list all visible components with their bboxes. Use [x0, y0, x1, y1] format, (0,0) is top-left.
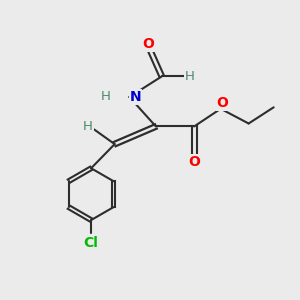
Text: H: H [83, 120, 93, 133]
Text: H: H [101, 91, 111, 103]
Text: H: H [185, 70, 195, 83]
Text: O: O [188, 155, 200, 169]
Text: O: O [216, 97, 228, 110]
Text: O: O [142, 37, 154, 51]
Text: Cl: Cl [84, 236, 98, 250]
Text: N: N [130, 90, 141, 104]
